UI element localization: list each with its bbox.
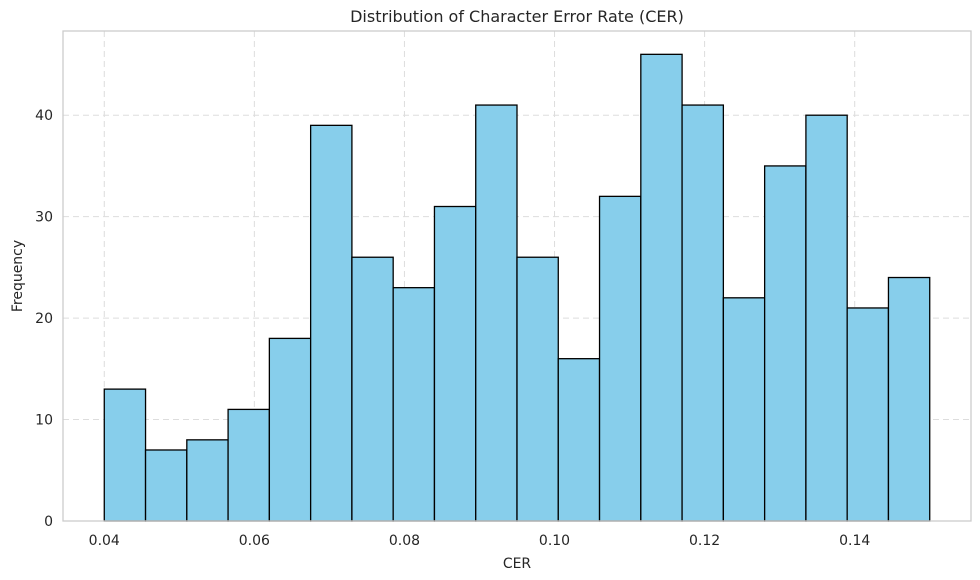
histogram-bar	[681, 104, 725, 522]
histogram-bar	[433, 205, 477, 522]
histogram-bar	[475, 104, 518, 522]
y-tick-label: 30	[35, 210, 53, 226]
chart-title: Distribution of Character Error Rate (CE…	[350, 7, 684, 26]
x-tick-label: 0.04	[89, 533, 120, 549]
x-tick-label: 0.10	[539, 533, 570, 549]
histogram-bar	[722, 297, 766, 522]
y-tick-label: 10	[35, 413, 53, 429]
y-axis-label: Frequency	[10, 240, 26, 312]
x-tick-labels: 0.04 0.06 0.08 0.10 0.12 0.14	[89, 533, 871, 549]
histogram-bar	[309, 124, 353, 522]
histogram-bar	[846, 307, 890, 522]
y-tick-label: 0	[44, 514, 53, 530]
histogram-bar	[805, 114, 848, 522]
histogram-bar	[598, 195, 642, 522]
x-tick-label: 0.12	[689, 533, 720, 549]
histogram-bar	[227, 408, 271, 522]
histogram-bar	[640, 53, 683, 522]
x-tick-label: 0.06	[239, 533, 270, 549]
histogram-bar	[103, 388, 147, 522]
histogram-bar	[763, 165, 807, 522]
x-tick-label: 0.14	[839, 533, 870, 549]
bars-layer	[103, 53, 931, 522]
histogram-bar	[887, 276, 931, 522]
y-tick-label: 20	[35, 311, 53, 327]
y-tick-label: 40	[35, 108, 53, 124]
histogram-bar	[351, 256, 394, 522]
plot-frame	[62, 30, 972, 522]
histogram-bar	[516, 256, 559, 522]
histogram-bar	[392, 287, 436, 522]
histogram-bar	[268, 337, 312, 522]
x-tick-label: 0.08	[389, 533, 420, 549]
histogram-bar	[186, 439, 229, 522]
y-tick-labels: 0 10 20 30 40	[35, 108, 53, 530]
x-axis-label: CER	[503, 556, 532, 572]
histogram-bar	[144, 449, 188, 522]
histogram-bar	[557, 358, 601, 522]
